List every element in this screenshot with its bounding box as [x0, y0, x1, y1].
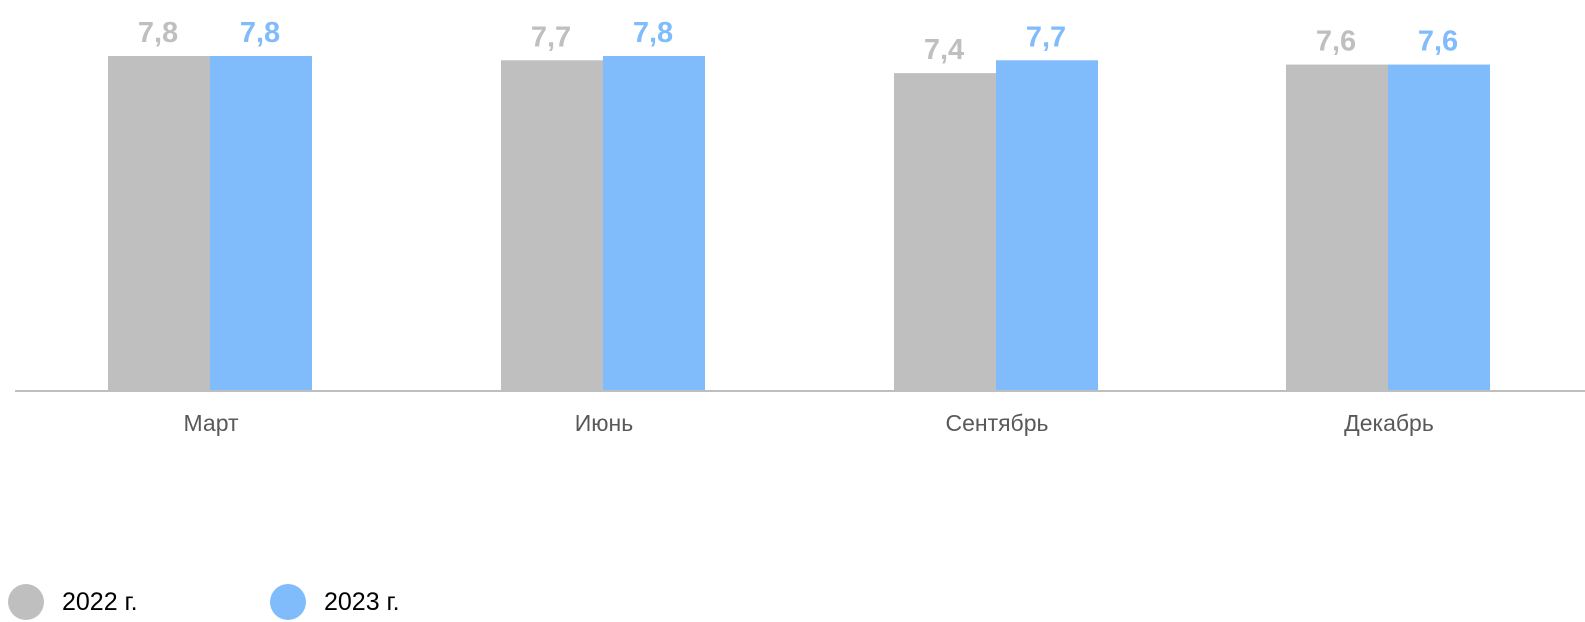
legend-label-2023: 2023 г. — [324, 587, 400, 616]
legend-item-2023: 2023 г. — [270, 583, 400, 621]
bar-2022-0 — [108, 56, 210, 390]
bar-2022-1 — [501, 60, 603, 391]
bar-2023-1 — [603, 56, 705, 390]
legend-swatch-2023 — [270, 584, 306, 620]
bar-2022-2 — [894, 73, 996, 390]
category-label-1: Июнь — [575, 410, 633, 436]
data-label-2023-2: 7,7 — [1026, 21, 1066, 53]
data-label-2022-2: 7,4 — [924, 34, 964, 66]
data-label-2023-3: 7,6 — [1418, 26, 1458, 58]
legend-label-2022: 2022 г. — [62, 587, 138, 616]
legend-item-2022: 2022 г. — [8, 583, 138, 621]
data-label-2022-0: 7,8 — [138, 17, 178, 49]
bar-2023-2 — [996, 60, 1098, 391]
legend: 2022 г. 2023 г. — [0, 583, 600, 621]
data-label-2023-1: 7,8 — [633, 17, 673, 49]
category-labels-group: Март Июнь Сентябрь Декабрь — [183, 410, 1433, 436]
category-label-0: Март — [183, 410, 238, 436]
category-label-3: Декабрь — [1344, 410, 1434, 436]
bars-group — [108, 56, 1490, 391]
data-label-2022-1: 7,7 — [531, 21, 571, 53]
bar-2023-3 — [1388, 64, 1490, 391]
value-labels-group: 7,8 7,8 7,7 7,8 7,4 7,7 7,6 7,6 — [138, 17, 1458, 66]
bar-2023-0 — [210, 56, 312, 390]
category-label-2: Сентябрь — [945, 410, 1048, 436]
data-label-2022-3: 7,6 — [1316, 26, 1356, 58]
bar-2022-3 — [1286, 64, 1388, 391]
data-label-2023-0: 7,8 — [240, 17, 280, 49]
legend-swatch-2022 — [8, 584, 44, 620]
